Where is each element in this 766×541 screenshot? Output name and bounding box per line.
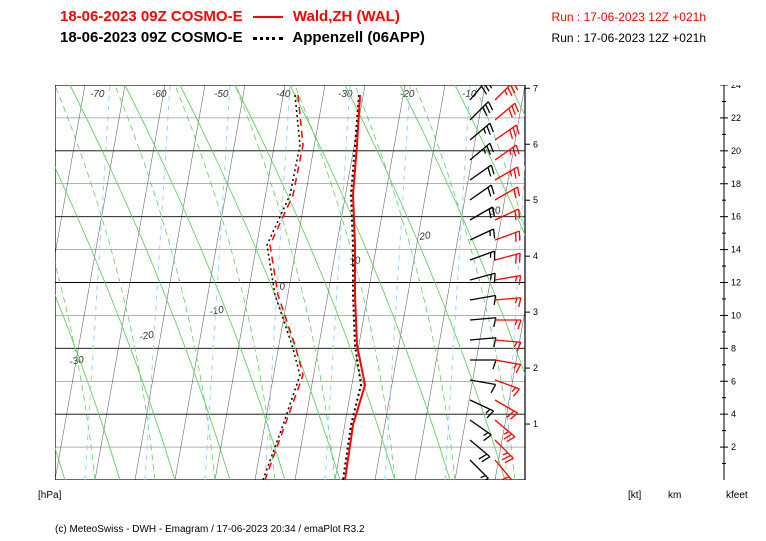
svg-text:-20: -20 bbox=[400, 89, 415, 100]
footer-text: (c) MeteoSwiss - DWH - Emagram / 17-06-2… bbox=[55, 524, 365, 535]
station-1: Wald,ZH (WAL) bbox=[293, 8, 400, 25]
km-unit: km bbox=[668, 490, 681, 501]
x-unit: [kt] bbox=[628, 490, 641, 501]
svg-text:10: 10 bbox=[731, 310, 741, 320]
svg-text:18: 18 bbox=[731, 179, 741, 189]
run-1: Run : 17-06-2023 12Z +021h bbox=[552, 10, 706, 24]
kfeet-scale: 24681012141618202224 bbox=[718, 85, 748, 480]
run-2: Run : 17-06-2023 12Z +021h bbox=[552, 31, 706, 45]
svg-text:5: 5 bbox=[533, 195, 538, 205]
y-unit: [hPa] bbox=[38, 490, 61, 501]
svg-text:6: 6 bbox=[533, 139, 538, 149]
legend-solid-red bbox=[253, 16, 283, 18]
svg-text:-60: -60 bbox=[152, 89, 167, 100]
svg-text:24: 24 bbox=[731, 85, 741, 90]
chart-header: 18-06-2023 09Z COSMO-E Wald,ZH (WAL) Run… bbox=[0, 0, 766, 54]
svg-text:8: 8 bbox=[731, 343, 736, 353]
svg-text:2: 2 bbox=[533, 363, 538, 373]
svg-text:2: 2 bbox=[731, 442, 736, 452]
svg-text:-30: -30 bbox=[338, 89, 353, 100]
svg-text:6: 6 bbox=[731, 376, 736, 386]
svg-text:22: 22 bbox=[731, 113, 741, 123]
svg-text:16: 16 bbox=[731, 212, 741, 222]
svg-text:-50: -50 bbox=[214, 89, 229, 100]
datetime-2: 18-06-2023 09Z COSMO-E bbox=[60, 29, 243, 46]
svg-text:20: 20 bbox=[418, 230, 432, 243]
svg-text:7: 7 bbox=[533, 85, 538, 93]
svg-text:3: 3 bbox=[533, 307, 538, 317]
svg-text:12: 12 bbox=[731, 278, 741, 288]
svg-text:4: 4 bbox=[533, 251, 538, 261]
svg-text:-70: -70 bbox=[90, 89, 105, 100]
svg-text:-10: -10 bbox=[209, 305, 226, 318]
datetime-1: 18-06-2023 09Z COSMO-E bbox=[60, 8, 243, 25]
svg-text:-40: -40 bbox=[276, 89, 291, 100]
svg-text:1: 1 bbox=[533, 419, 538, 429]
header-line-2: 18-06-2023 09Z COSMO-E Appenzell (06APP)… bbox=[0, 27, 766, 48]
header-line-1: 18-06-2023 09Z COSMO-E Wald,ZH (WAL) Run… bbox=[0, 6, 766, 27]
svg-text:20: 20 bbox=[731, 146, 741, 156]
svg-text:-20: -20 bbox=[139, 330, 156, 343]
station-2: Appenzell (06APP) bbox=[292, 29, 425, 46]
kfeet-unit: kfeet bbox=[726, 490, 748, 501]
legend-dashed-black bbox=[253, 37, 283, 40]
emagram-chart: 4005006007008009001000-70-60-50-40-30-20… bbox=[55, 85, 635, 480]
svg-text:14: 14 bbox=[731, 245, 741, 255]
svg-text:4: 4 bbox=[731, 409, 736, 419]
